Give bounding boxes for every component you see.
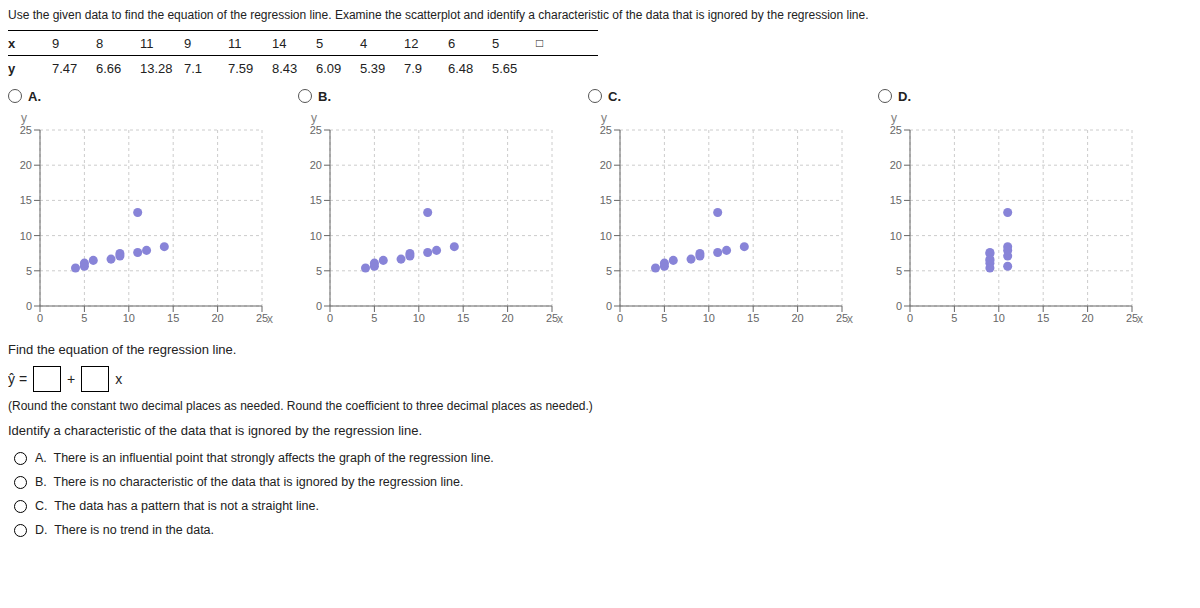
svg-text:20: 20 — [211, 312, 223, 324]
html-text:A.: A. — [28, 88, 41, 104]
svg-text:0: 0 — [316, 300, 322, 312]
svg-text:15: 15 — [1037, 312, 1049, 324]
svg-text:5: 5 — [896, 265, 902, 277]
html-text:11: 11 — [140, 35, 154, 51]
html-text:x: x — [8, 35, 16, 51]
svg-text:0: 0 — [896, 300, 902, 312]
svg-text:10: 10 — [703, 312, 715, 324]
html-text:5: 5 — [492, 35, 500, 51]
svg-text:5: 5 — [26, 265, 32, 277]
svg-text:20: 20 — [600, 159, 612, 171]
html-text:6.48: 6.48 — [448, 60, 474, 76]
svg-text:25: 25 — [835, 311, 849, 324]
svg-text:0: 0 — [606, 300, 612, 312]
html-text:5: 5 — [316, 35, 324, 51]
html-text:8.43: 8.43 — [272, 60, 298, 76]
svg-text:x: x — [267, 312, 273, 326]
svg-text:0: 0 — [327, 312, 333, 324]
html-text:Identify a characteristic of t: Identify a characteristic of the data th… — [8, 423, 423, 438]
svg-text:15: 15 — [600, 194, 612, 206]
svg-text:5: 5 — [371, 312, 377, 324]
html-text:Find the equation of the regre: Find the equation of the regression line… — [8, 342, 237, 357]
html-text:14: 14 — [272, 35, 287, 51]
html-text:7.59: 7.59 — [228, 60, 254, 76]
svg-text:10: 10 — [20, 230, 32, 242]
svg-text:25: 25 — [255, 311, 269, 324]
svg-text:y: y — [601, 111, 607, 125]
svg-text:x: x — [847, 312, 853, 326]
svg-text:y: y — [311, 111, 317, 125]
html-text:8: 8 — [96, 35, 104, 51]
svg-text:10: 10 — [413, 312, 425, 324]
svg-text:y: y — [891, 111, 897, 125]
html-text:C. The data has a pattern that: C. The data has a pattern that is not a … — [35, 499, 319, 513]
html-text:(Round the constant two decima: (Round the constant two decimal places a… — [8, 399, 593, 413]
svg-text:20: 20 — [310, 159, 322, 171]
svg-text:5: 5 — [81, 312, 87, 324]
svg-text:25: 25 — [20, 124, 32, 136]
html-text:4: 4 — [360, 35, 368, 51]
html-text:B.: B. — [318, 88, 331, 104]
html-text:A. There is an influential poi: A. There is an influential point that st… — [35, 451, 494, 465]
svg-text:10: 10 — [123, 312, 135, 324]
html-text:x: x — [115, 371, 123, 387]
html-text:B. There is no characteristic: B. There is no characteristic of the dat… — [35, 475, 464, 489]
svg-text:10: 10 — [600, 230, 612, 242]
svg-text:5: 5 — [316, 265, 322, 277]
svg-text:y: y — [21, 111, 27, 125]
html-text:Use the given data to find the: Use the given data to find the equation … — [8, 8, 869, 22]
html-text:13.28: 13.28 — [140, 60, 173, 76]
svg-text:x: x — [1137, 312, 1143, 326]
svg-text:20: 20 — [501, 312, 513, 324]
svg-text:0: 0 — [617, 312, 623, 324]
html-text:9: 9 — [184, 35, 192, 51]
svg-text:15: 15 — [747, 312, 759, 324]
html-text:9: 9 — [52, 35, 60, 51]
html-text:6.09: 6.09 — [316, 60, 342, 76]
svg-text:10: 10 — [310, 230, 322, 242]
svg-text:20: 20 — [1081, 312, 1093, 324]
svg-text:15: 15 — [457, 312, 469, 324]
svg-text:15: 15 — [20, 194, 32, 206]
svg-text:5: 5 — [661, 312, 667, 324]
html-text:5.65: 5.65 — [492, 60, 518, 76]
svg-text:20: 20 — [791, 312, 803, 324]
svg-text:25: 25 — [1125, 311, 1139, 324]
svg-text:x: x — [557, 312, 563, 326]
html-text:D.: D. — [898, 88, 911, 104]
html-text:7.1: 7.1 — [184, 60, 203, 76]
svg-text:5: 5 — [606, 265, 612, 277]
svg-text:10: 10 — [890, 230, 902, 242]
svg-text:5: 5 — [951, 312, 957, 324]
svg-text:15: 15 — [167, 312, 179, 324]
svg-text:0: 0 — [907, 312, 913, 324]
html-text:y: y — [8, 60, 16, 76]
svg-text:15: 15 — [310, 194, 322, 206]
svg-text:10: 10 — [993, 312, 1005, 324]
svg-text:25: 25 — [545, 311, 559, 324]
html-text:C.: C. — [608, 88, 621, 104]
html-text:D. There is no trend in the da: D. There is no trend in the data. — [35, 523, 214, 537]
svg-text:25: 25 — [600, 124, 612, 136]
html-text:11: 11 — [228, 35, 242, 51]
svg-text:20: 20 — [890, 159, 902, 171]
html-text:7.9: 7.9 — [404, 60, 423, 76]
svg-text:0: 0 — [37, 312, 43, 324]
html-text:12: 12 — [404, 35, 419, 51]
html-text:6: 6 — [448, 35, 456, 51]
html-text:7.47: 7.47 — [52, 60, 78, 76]
html-text:ŷ =: ŷ = — [8, 371, 28, 387]
svg-text:20: 20 — [20, 159, 32, 171]
svg-text:15: 15 — [890, 194, 902, 206]
svg-text:0: 0 — [26, 300, 32, 312]
html-text:6.66: 6.66 — [96, 60, 122, 76]
svg-text:25: 25 — [890, 124, 902, 136]
html-text:5.39: 5.39 — [360, 60, 386, 76]
svg-text:25: 25 — [310, 124, 322, 136]
